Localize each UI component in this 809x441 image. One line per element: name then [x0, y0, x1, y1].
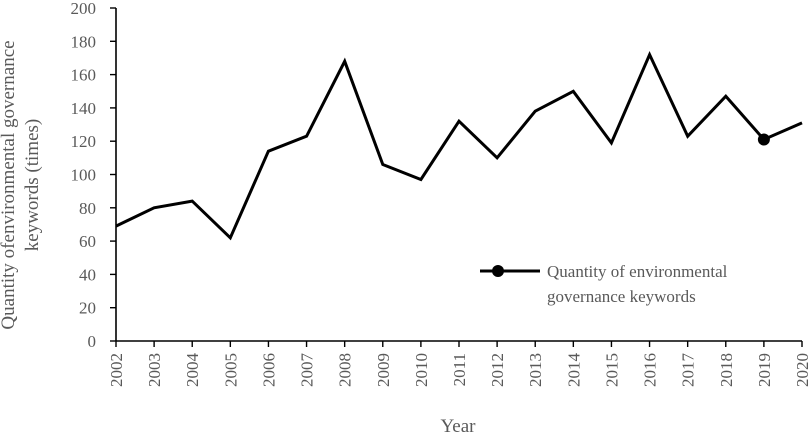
x-tick-label: 2019 — [755, 353, 774, 387]
y-tick-label: 200 — [71, 0, 97, 18]
y-tick-label: 40 — [79, 265, 96, 284]
legend-label-line-2: governance keywords — [547, 287, 696, 306]
y-tick-label: 160 — [71, 66, 97, 85]
x-tick-label: 2007 — [298, 353, 317, 388]
y-tick-label: 0 — [88, 332, 97, 351]
y-axis-title-line-2: keywords (times) — [22, 119, 43, 251]
legend: Quantity of environmental governance key… — [480, 262, 728, 306]
data-point-marker — [757, 133, 770, 146]
x-tick-label: 2006 — [259, 353, 278, 387]
x-tick-label: 2002 — [107, 353, 126, 387]
y-tick-label: 120 — [71, 132, 97, 151]
y-tick-label: 180 — [71, 32, 97, 51]
x-tick-label: 2012 — [488, 353, 507, 387]
x-tick-label: 2018 — [717, 353, 736, 387]
x-tick-label: 2016 — [641, 353, 660, 387]
legend-marker — [492, 265, 504, 277]
x-tick-label: 2010 — [412, 353, 431, 387]
y-tick-label: 20 — [79, 299, 96, 318]
x-tick-label: 2015 — [602, 353, 621, 387]
x-tick-label: 2003 — [145, 353, 164, 387]
y-axis-title: Quantity ofenvironmental governance keyw… — [0, 40, 43, 329]
legend-label-line-1: Quantity of environmental — [547, 262, 728, 281]
x-tick-label: 2020 — [793, 353, 809, 387]
x-tick-label: 2014 — [564, 353, 583, 388]
y-tick-label: 100 — [71, 166, 97, 185]
x-tick-label: 2011 — [450, 353, 469, 386]
series-layer — [115, 50, 803, 241]
x-tick-label: 2013 — [526, 353, 545, 387]
x-tick-label: 2008 — [336, 353, 355, 387]
y-tick-label: 80 — [79, 199, 96, 218]
y-tick-label: 60 — [79, 232, 96, 251]
y-axis-title-line-1: Quantity ofenvironmental governance — [0, 40, 19, 329]
x-tick-label: 2004 — [183, 353, 202, 388]
y-tick-label: 140 — [71, 99, 97, 118]
x-axis-title: Year — [440, 416, 476, 437]
x-tick-label: 2017 — [679, 353, 698, 388]
y-axis-ticks: 0 20 40 60 80 100 120 140 160 180 200 — [71, 0, 116, 351]
x-tick-label: 2005 — [221, 353, 240, 387]
x-tick-label: 2009 — [374, 353, 393, 387]
series-line — [115, 50, 803, 241]
x-axis-ticks: 2002 2003 2004 2005 2006 2007 2008 2009 2010 2011… — [107, 341, 809, 387]
